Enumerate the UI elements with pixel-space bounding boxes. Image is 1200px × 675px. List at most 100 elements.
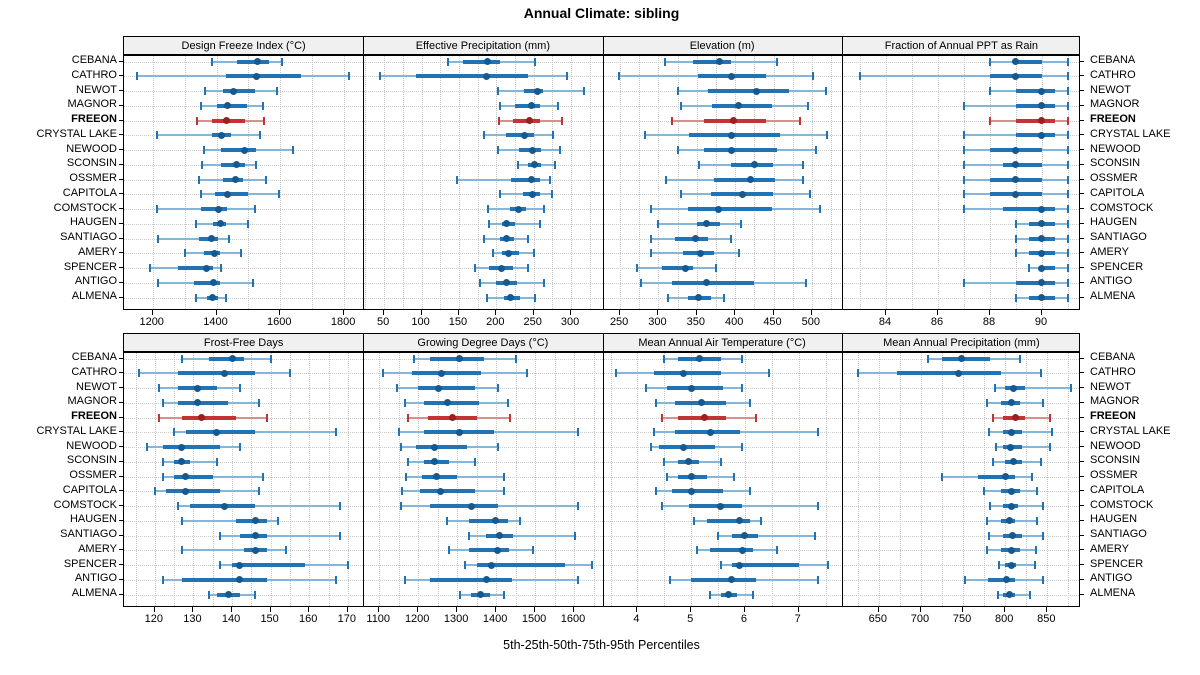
iqr-bar [658,445,716,449]
median-dot [1012,58,1020,65]
whisker-cap-low [856,369,859,378]
x-tick-label: 750 [952,613,972,625]
whisker-cap-high [543,278,546,287]
iqr-bar [1015,89,1055,93]
median-dot [706,428,714,436]
iqr-bar [178,266,214,270]
x-gridline [1041,56,1043,309]
station-label-right: SPENCER [1090,260,1144,273]
whisker-cap-high [533,249,536,258]
iqr-bar [178,400,229,405]
whisker-cap-high [553,160,556,169]
whisker-cap-high [776,57,779,66]
whisker-cap-low [403,575,406,584]
whisker-line [859,75,1068,78]
station-label-left: MAGNOR [67,395,118,408]
whisker-cap-low [499,101,502,110]
station-label-left: HAUGEN [69,513,117,526]
whisker-cap-high [253,205,256,213]
median-dot [1038,87,1046,95]
whisker-cap-low [676,87,679,95]
x-tick-label: 90 [1034,316,1048,328]
whisker-cap-low [180,354,183,363]
whisker-cap-high [741,384,744,392]
station-label-left: AMERY [78,245,117,258]
x-tick-label: 1600 [267,316,292,328]
whisker-cap-low [478,278,481,287]
whisker-cap-high [1031,472,1034,481]
row-gridline [124,268,1079,269]
median-dot [202,264,210,272]
x-gridline [754,56,756,309]
x-gridline [418,353,420,606]
median-dot [182,487,190,495]
x-tick-label: 130 [183,613,202,625]
panel-divider [363,37,365,56]
station-label-right: ALMENA [1090,587,1136,600]
median-dot [448,414,456,421]
x-tick-label: 88 [982,316,996,328]
median-dot [436,487,444,495]
station-label-left: FREEON [71,113,117,126]
row-gridline [124,91,1079,92]
whisker-cap-high [816,502,819,510]
y-tick-left [119,519,123,521]
whisker-cap-high [258,398,261,407]
median-dot [730,117,738,124]
y-tick-left [119,549,123,551]
whisker-cap-low [474,264,477,272]
iqr-bar [185,430,256,435]
whisker-cap-low [517,160,519,169]
whisker-cap-high [497,384,500,392]
whisker-cap-high [826,131,829,140]
chart-title: Annual Climate: sibling [523,5,680,21]
whisker-cap-low [487,205,490,213]
median-dot [1012,161,1020,169]
x-tick [151,310,153,315]
whisker-cap-low [719,561,722,569]
median-dot [431,443,439,451]
x-gridline [344,56,346,309]
whisker-line [999,564,1035,566]
x-tick-label: 100 [411,316,430,328]
whisker-cap-high [552,131,555,140]
x-tick-label: 800 [994,613,1014,625]
whisker-cap-low [962,175,965,184]
whisker-cap-high [576,575,579,584]
whisker-cap-high [566,72,569,81]
x-tick-label: 4 [633,613,640,625]
x-tick [346,607,348,612]
iqr-bar [691,577,756,582]
median-dot [687,384,695,392]
whisker-cap-high [220,264,223,272]
whisker-cap-high [1066,72,1069,81]
row-gridline [124,298,1079,299]
whisker-cap-high [714,264,717,272]
row-gridline [124,106,1079,107]
median-dot [1009,532,1017,539]
station-label-right: SANTIAGO [1090,528,1147,541]
whisker-cap-low [400,487,403,496]
whisker-cap-low [962,190,965,199]
whisker-cap-low [695,546,698,555]
x-gridline [174,353,176,606]
iqr-bar [200,207,227,211]
x-tick [936,310,938,315]
row-gridline [124,521,1079,522]
x-tick [457,310,459,315]
iqr-bar [1041,266,1055,270]
whisker-cap-high [549,175,552,184]
whisker-cap-low [666,472,669,481]
y-tick-left [119,281,123,283]
whisker-cap-high [805,278,808,287]
median-dot [438,369,446,377]
iqr-bar [704,148,778,152]
y-tick-right [1080,372,1084,374]
whisker-cap-low [177,502,180,510]
panel-divider [602,353,604,606]
station-label-left: SPENCER [63,260,117,273]
x-gridline [289,353,291,606]
y-tick-right [1080,163,1084,165]
whisker-cap-low [962,101,965,110]
y-tick-right [1080,446,1084,447]
